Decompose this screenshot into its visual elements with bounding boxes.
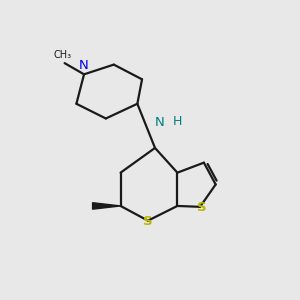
Text: CH₃: CH₃ [53,50,71,60]
Text: S: S [143,215,153,228]
Text: N: N [154,116,164,129]
Polygon shape [93,203,121,209]
Text: N: N [79,59,89,72]
Text: H: H [172,115,182,128]
Text: S: S [197,201,206,214]
